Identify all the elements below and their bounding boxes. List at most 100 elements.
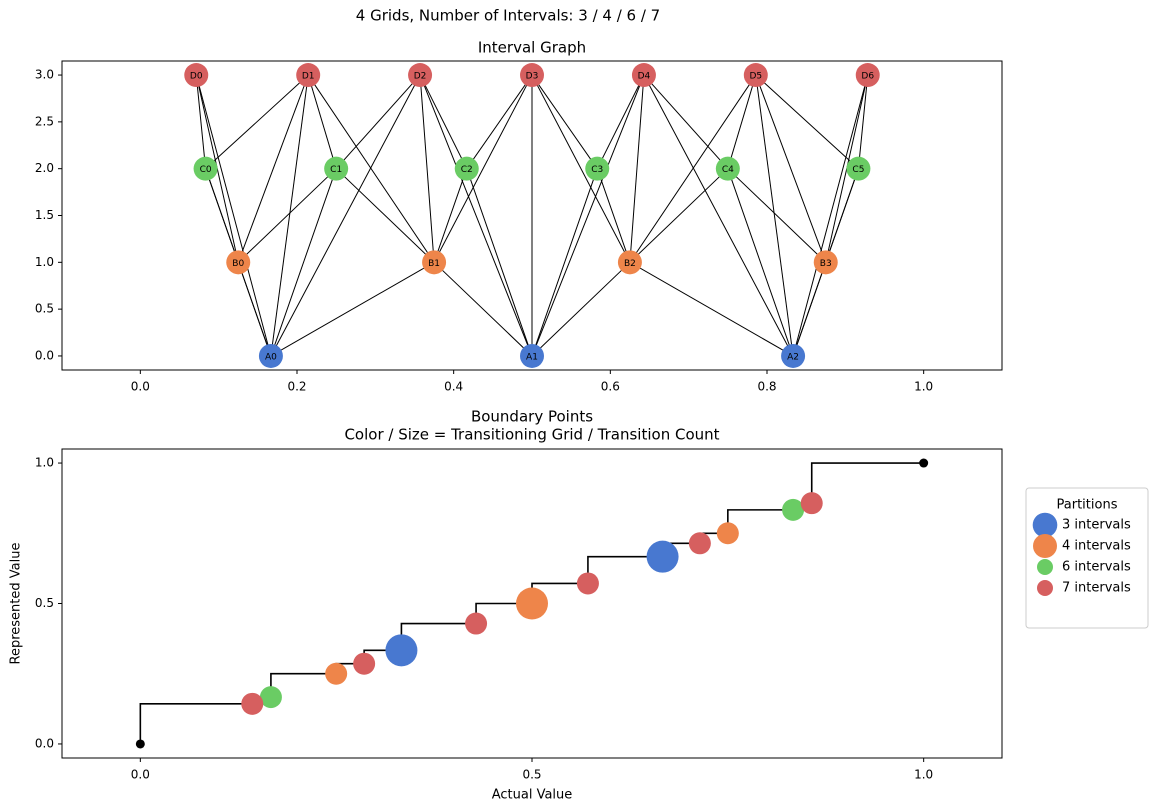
axes-frame (61, 448, 1003, 759)
edge (596, 168, 631, 263)
node-label: A2 (787, 352, 799, 362)
legend-label: 7 intervals (1062, 581, 1131, 596)
edge (195, 74, 207, 169)
y-tick-label: 1.5 (35, 208, 54, 222)
node (193, 156, 218, 181)
y-tick-label: 1.0 (35, 255, 54, 269)
boundary-point (716, 522, 739, 545)
edge (755, 74, 859, 170)
node-label: D1 (302, 72, 315, 82)
node-label: D4 (638, 72, 651, 82)
y-tick-label: 0.5 (35, 596, 54, 610)
node (846, 156, 871, 181)
edge (433, 261, 533, 357)
x-tick-label: 1.0 (914, 768, 933, 782)
y-tick-label: 1.0 (35, 456, 54, 470)
node-label: C2 (461, 165, 473, 175)
edge (643, 74, 794, 357)
edge (270, 261, 435, 357)
legend-marker (1033, 534, 1057, 558)
node-label: B0 (232, 259, 244, 269)
edge (205, 74, 309, 170)
boundary-point (385, 634, 418, 667)
boundary-point (353, 652, 376, 675)
edge (857, 74, 869, 169)
node (184, 63, 209, 88)
x-tick-label: 0.6 (601, 380, 620, 394)
node (813, 250, 838, 275)
node (617, 250, 642, 275)
legend-label: 4 intervals (1062, 539, 1131, 554)
node-label: C5 (852, 165, 864, 175)
edge (237, 74, 309, 263)
edge (195, 74, 272, 357)
edge (433, 74, 533, 263)
edge (531, 74, 598, 169)
node-label: D5 (749, 72, 762, 82)
node-label: C0 (200, 165, 212, 175)
node (743, 63, 768, 88)
legend-label: 6 intervals (1062, 560, 1131, 575)
edge (237, 168, 337, 263)
node (258, 343, 283, 368)
edge (629, 168, 729, 263)
legend: Partitions 3 intervals 4 intervals 6 interv… (1025, 487, 1149, 629)
x-tick-label: 0.8 (757, 380, 776, 394)
y-tick-label: 0.5 (35, 302, 54, 316)
step-line (810, 462, 924, 504)
edge (727, 168, 794, 357)
edge (825, 168, 859, 263)
edge (755, 74, 827, 263)
node (715, 156, 740, 181)
node-label: D0 (190, 72, 203, 82)
boundary-point (576, 572, 599, 595)
legend-label: 3 intervals (1062, 518, 1131, 533)
x-tick-label: 0.0 (131, 380, 150, 394)
node (408, 63, 433, 88)
edge (755, 74, 794, 357)
boundary-point (646, 540, 679, 573)
x-tick-label: 0.2 (287, 380, 306, 394)
boundary-point (465, 612, 488, 635)
node (781, 343, 806, 368)
x-tick-label: 1.0 (914, 380, 933, 394)
legend-marker (1037, 580, 1053, 596)
chart-title: Interval Graph (478, 39, 586, 57)
node-label: D2 (414, 72, 427, 82)
legend-marker (1037, 559, 1053, 575)
step-endpoint (919, 458, 929, 468)
node-label: D3 (526, 72, 539, 82)
y-axis-label: Represented Value (9, 543, 24, 665)
edge (419, 74, 533, 357)
y-tick-label: 3.0 (35, 68, 54, 82)
node-label: A1 (526, 352, 538, 362)
node (520, 343, 544, 368)
edge (727, 168, 827, 263)
edge (531, 74, 645, 357)
node-label: B2 (624, 259, 636, 269)
edge (433, 168, 468, 263)
edge (792, 74, 869, 357)
edge (531, 261, 631, 357)
edge (270, 74, 421, 357)
edge (419, 74, 468, 169)
x-axis-label: Actual Value (492, 788, 573, 803)
node-label: D6 (861, 72, 874, 82)
edge (531, 74, 631, 263)
node-label: C3 (591, 165, 603, 175)
y-tick-label: 0.0 (35, 348, 54, 362)
node (631, 63, 656, 88)
suptitle: 4 Grids, Number of Intervals: 3 / 4 / 6 … (356, 7, 660, 25)
node (296, 63, 321, 88)
x-tick-label: 0.4 (444, 380, 463, 394)
boundary-point (782, 498, 805, 521)
edge (531, 168, 598, 357)
axes-frame (61, 60, 1003, 371)
edge (629, 75, 645, 263)
node (454, 156, 479, 181)
edge (270, 168, 337, 357)
edge (629, 261, 794, 357)
edge (629, 74, 757, 263)
node-label: C1 (330, 165, 342, 175)
